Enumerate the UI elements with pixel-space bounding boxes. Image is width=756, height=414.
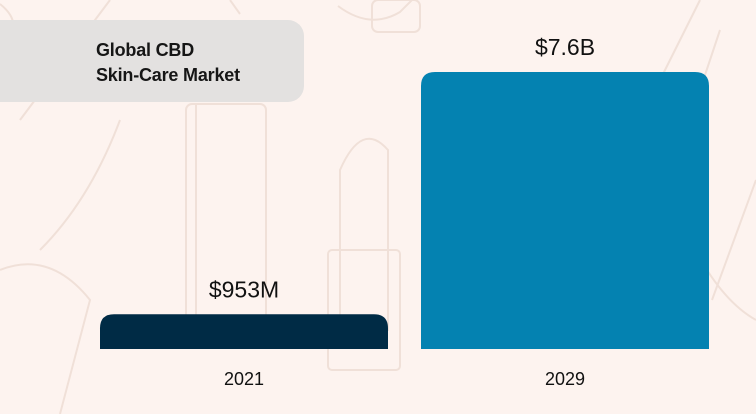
bar-2021 (100, 314, 388, 349)
chart-title-line-2: Skin-Care Market (96, 65, 240, 85)
bar-2029 (421, 72, 709, 349)
data-label-2029: $7.6B (535, 34, 595, 60)
data-label-2021: $953M (209, 276, 279, 302)
chart-title-line-1: Global CBD (96, 40, 195, 60)
x-tick-label-2029: 2029 (545, 369, 585, 389)
x-tick-label-2021: 2021 (224, 369, 264, 389)
chart-title: Global CBD Skin-Care Market (0, 20, 304, 102)
